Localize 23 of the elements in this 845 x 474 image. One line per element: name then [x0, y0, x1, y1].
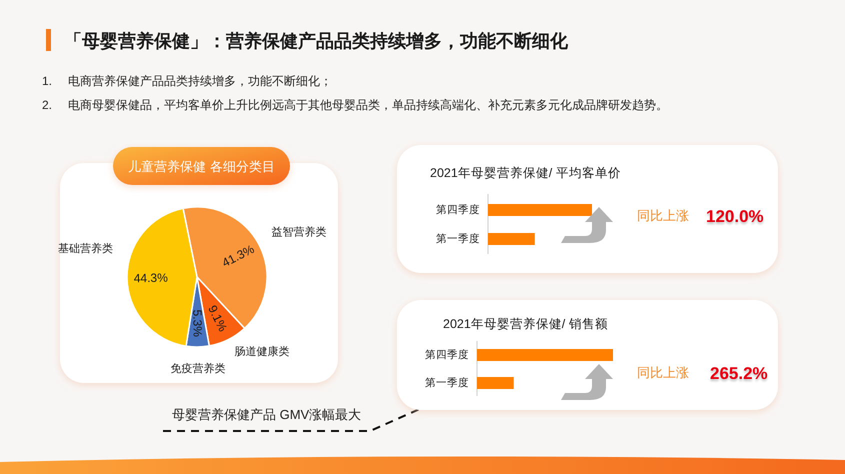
text: 120.0% [706, 207, 764, 226]
y-tick-label: 第一季度 [436, 232, 480, 245]
y-tick-label: 第四季度 [436, 203, 480, 216]
data-label: 5.3% [190, 309, 205, 338]
slice-label: 免疫营养类 [170, 362, 226, 375]
chart-title: 2021年母婴营养保健/ 平均客单价 [430, 165, 621, 180]
text: 同比上涨 [637, 208, 689, 223]
chart-title: 2021年母婴营养保健/ 销售额 [443, 316, 608, 331]
text: 1. 电商营养保健产品品类持续增多，功能不断细化； [42, 74, 332, 88]
text: 265.2% [710, 364, 768, 383]
data-label: 9.1% [205, 302, 230, 334]
slice-label: 益智营养类 [272, 226, 327, 239]
slice-label: 肠道健康类 [234, 345, 290, 358]
y-tick-label: 第一季度 [425, 376, 469, 389]
data-label: 41.3% [220, 242, 257, 270]
text: 同比上涨 [637, 365, 689, 380]
chart-title: 儿童营养保健 各细分类目 [128, 159, 275, 174]
y-tick-label: 第四季度 [425, 348, 469, 361]
text: 2. 电商母婴保健品，平均客单价上升比例远高于其他母婴品类，单品持续高端化、补充元素多元化成品牌研发趋势。 [42, 98, 668, 112]
data-label: 44.3% [134, 270, 168, 286]
slice-label: 基础营养类 [58, 242, 114, 255]
text: 「母婴营养保健」：营养保健产品品类持续增多，功能不断细化 [64, 31, 569, 51]
text: 母婴营养保健产品 GMV涨幅最大 [172, 407, 362, 422]
